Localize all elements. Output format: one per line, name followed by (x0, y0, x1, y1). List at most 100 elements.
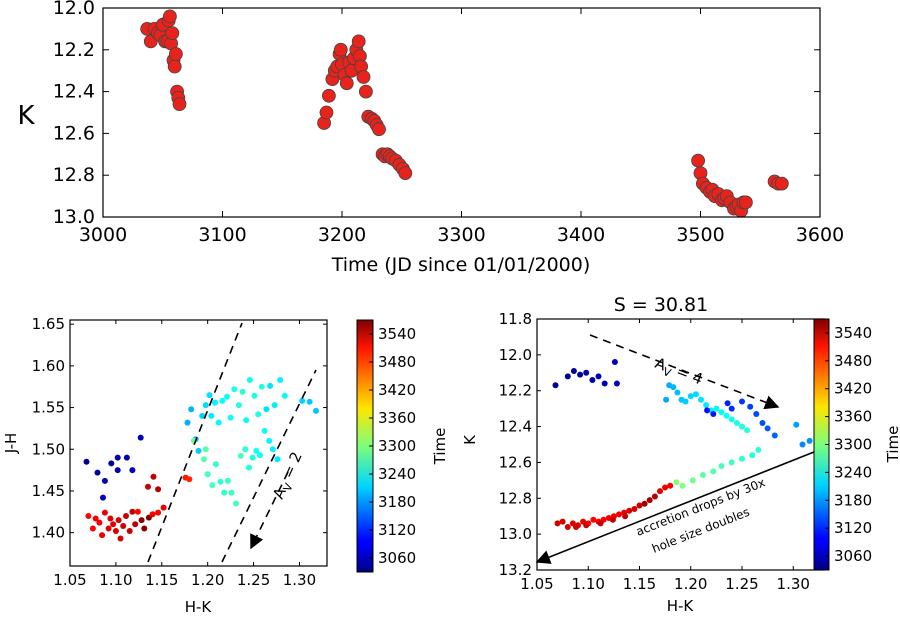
left-colorbar-tick-label: 3180 (378, 493, 416, 511)
left-plot-frame (69, 319, 328, 567)
right-point (718, 463, 725, 469)
left-point (233, 500, 240, 507)
left-point (271, 402, 278, 409)
top-x-tick-label: 3300 (437, 224, 485, 246)
top-point (356, 70, 371, 84)
right-point (703, 402, 710, 409)
left-point (101, 509, 108, 516)
top-y-tick-label: 12.8 (53, 164, 95, 186)
right-y-tick-label: 12.2 (499, 382, 532, 400)
right-point (662, 484, 669, 491)
right-point (793, 421, 800, 428)
top-point (321, 88, 336, 103)
left-x-tick-label: 1.25 (237, 571, 270, 589)
left-y-tick-label: 1.40 (32, 524, 65, 542)
top-point (168, 47, 183, 61)
right-x-tick-label: 1.20 (674, 575, 707, 593)
left-point (120, 523, 127, 529)
top-y-tick-label: 12.4 (53, 81, 95, 103)
left-point (253, 447, 260, 454)
left-point (89, 525, 96, 532)
right-point (679, 482, 686, 489)
left-point (137, 434, 144, 441)
left-point (261, 427, 268, 434)
right-point (682, 398, 689, 405)
top-x-tick-label: 3400 (557, 224, 605, 246)
left-point (204, 471, 211, 478)
right-point (771, 432, 778, 439)
right-point (646, 497, 653, 504)
left-point (227, 414, 234, 421)
reddening-line-1 (147, 322, 243, 563)
left-point (212, 461, 219, 468)
top-point (333, 42, 348, 57)
top-x-tick-label: 3200 (318, 224, 366, 246)
right-point (728, 405, 735, 412)
left-point (274, 456, 281, 463)
left-x-ticks: 1.05 1.10 1.15 1.20 1.25 1.30 (53, 320, 316, 589)
left-x-tick-label: 1.15 (145, 571, 178, 589)
left-point (117, 535, 124, 542)
right-point (641, 500, 648, 507)
right-point (577, 371, 584, 378)
left-point (92, 515, 99, 522)
right-x-tick-label: 1.10 (572, 575, 605, 593)
left-point (85, 513, 92, 519)
right-point (718, 409, 725, 416)
left-point (129, 467, 136, 474)
right-point (564, 373, 571, 380)
right-points (552, 359, 813, 530)
right-point (631, 506, 638, 512)
right-point (692, 391, 699, 398)
right-colorbar-tick-label: 3420 (834, 380, 872, 398)
right-point (651, 493, 658, 500)
left-point (114, 467, 121, 474)
left-point (246, 377, 253, 383)
right-point (749, 452, 756, 459)
left-point (242, 446, 249, 453)
right-point (590, 516, 597, 523)
right-point (564, 524, 571, 530)
left-point (257, 452, 263, 459)
left-point (201, 456, 207, 463)
top-x-tick-label: 3600 (796, 224, 844, 246)
top-point (165, 26, 180, 40)
top-point (172, 97, 187, 111)
right-point (554, 520, 561, 527)
right-point (710, 411, 717, 417)
reddening-line-2 (221, 369, 317, 563)
top-y-tick-label: 12.6 (53, 122, 95, 144)
left-x-tick-label: 1.10 (99, 571, 132, 589)
left-point (237, 452, 244, 459)
left-point (188, 406, 195, 413)
left-y-tick-label: 1.45 (32, 482, 65, 500)
right-point (747, 403, 754, 410)
right-point (704, 407, 711, 414)
right-colorbar-tick-label: 3300 (834, 436, 872, 454)
left-point (277, 377, 284, 383)
top-x-ticks: 3000 3100 3200 3300 3400 3500 3600 (79, 8, 844, 246)
right-x-ticks: 1.05 1.10 1.15 1.20 1.25 1.30 (520, 319, 810, 593)
left-y-axis-label: J-H (2, 433, 20, 455)
right-point (611, 359, 618, 365)
right-point (673, 479, 680, 486)
left-point (239, 388, 246, 395)
right-point (670, 384, 677, 391)
left-point (184, 419, 191, 426)
left-point (267, 382, 274, 389)
top-y-tick-label: 12.2 (53, 39, 95, 61)
left-y-tick-label: 1.50 (32, 440, 65, 458)
left-point (281, 392, 288, 399)
right-y-tick-label: 12.8 (499, 489, 532, 507)
top-points (140, 9, 789, 218)
right-point (700, 472, 706, 478)
top-y-ticks: 12.0 12.2 12.4 12.6 12.8 13.0 (53, 0, 820, 228)
right-point (657, 488, 663, 495)
right-colorbar-label: Time (884, 426, 900, 464)
right-panel: AV = 4 accretion drops by 30x hole size … (461, 294, 900, 615)
left-point (129, 508, 136, 515)
right-point (759, 420, 766, 426)
left-point (105, 525, 112, 532)
left-point (202, 402, 209, 409)
left-point (212, 399, 218, 406)
